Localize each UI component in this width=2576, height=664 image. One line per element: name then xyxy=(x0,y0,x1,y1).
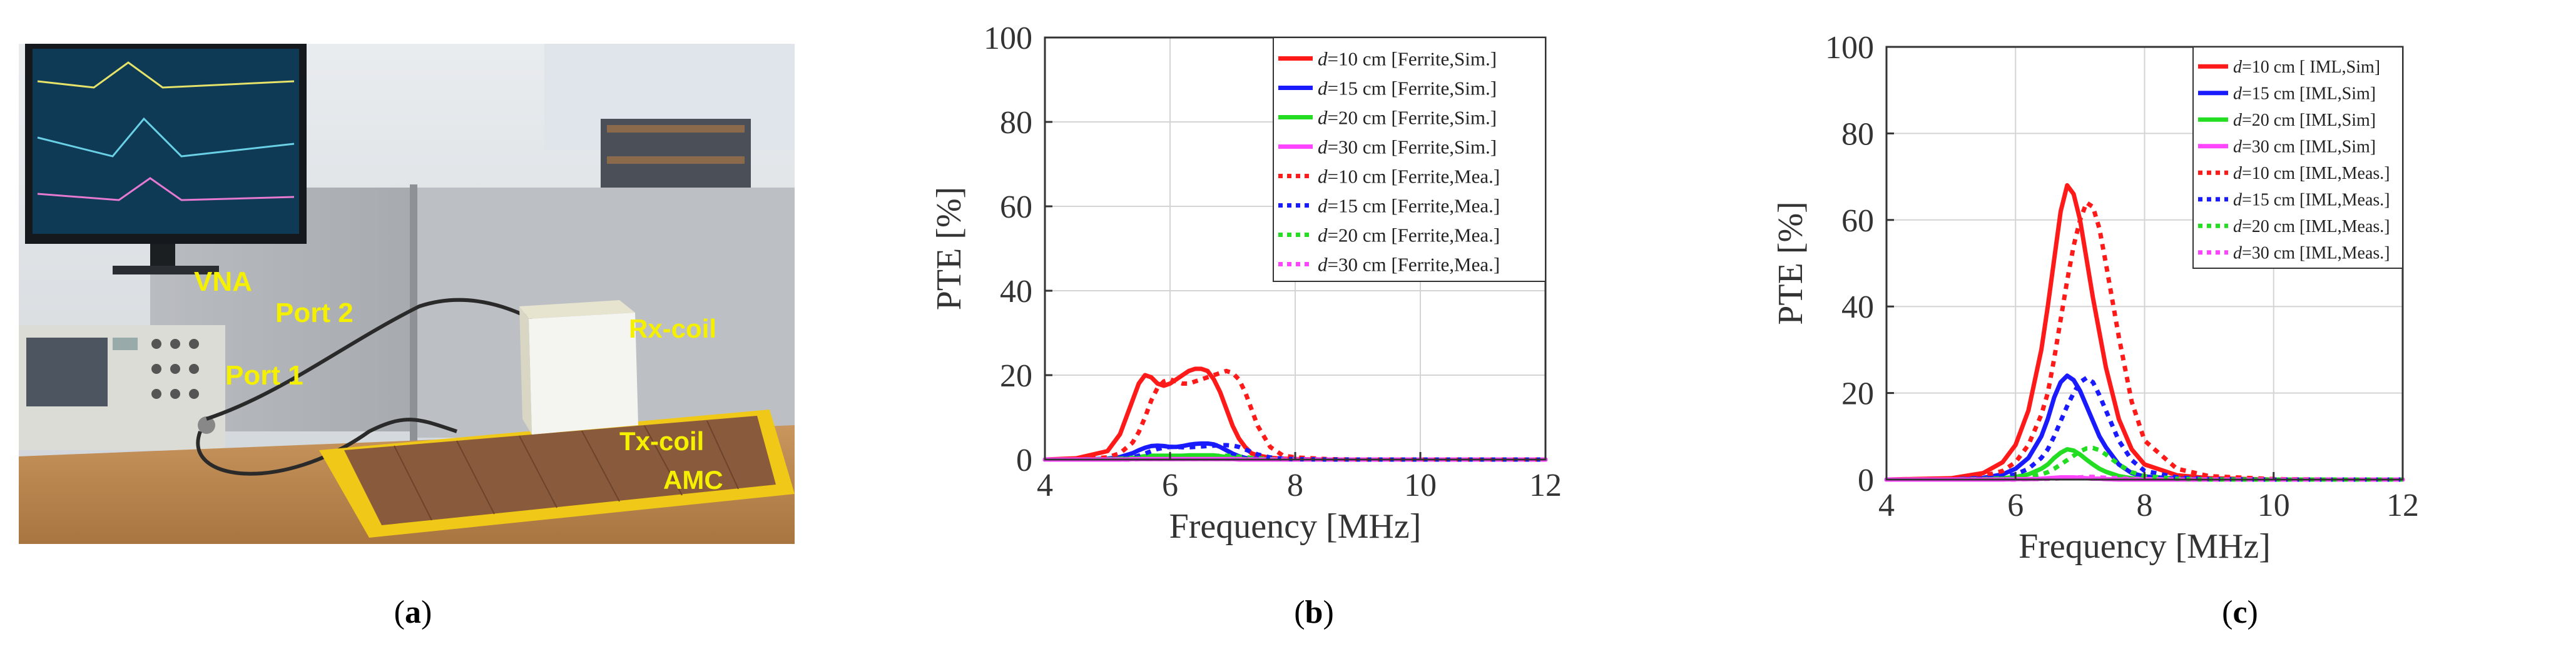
caption-a-letter: a xyxy=(405,595,421,630)
caption-c-letter: c xyxy=(2232,595,2248,630)
legend-entry-8: d=30 cm [IML,Meas.] xyxy=(2233,244,2390,263)
legend-entry-7: d=20 cm [IML,Meas.] xyxy=(2233,217,2390,236)
legend-entry-2: d=15 cm [IML,Sim] xyxy=(2233,84,2376,104)
x-axis-label: Frequency [MHz] xyxy=(1169,507,1422,546)
x-tick-label: 10 xyxy=(2258,488,2290,523)
caption-a: (a) xyxy=(394,595,432,630)
vna-display xyxy=(26,338,108,406)
chart-c: 4 6 8 10 12 0 20 40 60 80 100 Frequency [MHz] PTE [%… xyxy=(1771,30,2419,566)
x-tick-label: 8 xyxy=(1287,468,1303,503)
legend-box xyxy=(1273,37,1546,282)
y-tick-label: 60 xyxy=(1000,189,1032,225)
legend-entry-2: d=15 cm [Ferrite,Sim.] xyxy=(1318,77,1497,99)
legend-entry-3: d=20 cm [Ferrite,Sim.] xyxy=(1318,106,1497,128)
legend-entry-1: d=10 cm [Ferrite,Sim.] xyxy=(1318,48,1497,69)
legend-entry-8: d=30 cm [Ferrite,Mea.] xyxy=(1318,253,1500,275)
panel-c: 4 6 8 10 12 0 20 40 60 80 100 Frequency [MHz] PTE [%… xyxy=(1739,0,2576,588)
x-tick-label: 8 xyxy=(2137,488,2153,523)
label-port2: Port 2 xyxy=(275,298,354,328)
caption-b: (b) xyxy=(1294,595,1334,630)
cable-port2 xyxy=(206,298,533,421)
x-tick-label: 10 xyxy=(1404,468,1437,503)
measurement-setup-photo: VNA Port 2 Port 1 Rx-coil Tx-coil AMC xyxy=(19,44,795,544)
legend-entry-7: d=20 cm [Ferrite,Mea.] xyxy=(1318,224,1500,246)
y-tick-label: 40 xyxy=(1841,289,1874,325)
y-axis-label: PTE [%] xyxy=(930,187,969,311)
x-tick-label: 12 xyxy=(2386,488,2419,523)
x-tick-label: 6 xyxy=(1162,468,1178,503)
series-line-5 xyxy=(1886,200,2403,482)
y-tick-label: 100 xyxy=(984,21,1032,56)
y-tick-label: 80 xyxy=(1841,116,1874,152)
label-amc: AMC xyxy=(663,465,723,495)
label-port1: Port 1 xyxy=(225,360,303,391)
x-axis-label: Frequency [MHz] xyxy=(2019,527,2271,566)
x-tick-label: 4 xyxy=(1878,488,1895,523)
legend-entry-1: d=10 cm [ IML,Sim] xyxy=(2233,58,2380,77)
y-tick-label: 40 xyxy=(1000,274,1032,309)
panel-a: VNA Port 2 Port 1 Rx-coil Tx-coil AMC xyxy=(19,44,795,544)
label-vna: VNA xyxy=(194,266,252,297)
legend-entry-4: d=30 cm [IML,Sim] xyxy=(2233,138,2376,157)
x-tick-label: 12 xyxy=(1529,468,1562,503)
y-tick-label: 0 xyxy=(1858,463,1874,498)
series-line-7 xyxy=(1045,453,1545,462)
x-tick-label: 4 xyxy=(1037,468,1053,503)
caption-c: (c) xyxy=(2222,595,2258,630)
chart-b: 4 6 8 10 12 0 20 40 60 80 100 Frequency [MHz] PTE [%… xyxy=(930,21,1562,546)
series-line-5 xyxy=(1044,368,1545,462)
legend-entry-6: d=15 cm [IML,Meas.] xyxy=(2233,191,2390,210)
legend-entry-3: d=20 cm [IML,Sim] xyxy=(2233,111,2376,130)
x-tick-label: 6 xyxy=(2007,488,2024,523)
y-tick-label: 0 xyxy=(1016,443,1032,478)
y-tick-label: 60 xyxy=(1841,203,1874,239)
label-rx-coil: Rx-coil xyxy=(629,314,716,343)
caption-b-letter: b xyxy=(1305,595,1323,630)
legend-entry-6: d=15 cm [Ferrite,Mea.] xyxy=(1318,194,1500,216)
y-tick-label: 20 xyxy=(1000,358,1032,394)
legend-box xyxy=(2192,46,2403,269)
legend-entry-5: d=10 cm [Ferrite,Mea.] xyxy=(1318,165,1500,187)
rx-coil-block xyxy=(529,313,638,435)
legend-entry-4: d=30 cm [Ferrite,Sim.] xyxy=(1318,136,1497,158)
y-tick-label: 100 xyxy=(1825,30,1874,66)
y-tick-label: 20 xyxy=(1841,376,1874,412)
y-axis-label: PTE [%] xyxy=(1771,201,1810,325)
amc-surface xyxy=(344,416,776,525)
y-tick-label: 80 xyxy=(1000,105,1032,141)
label-tx-coil: Tx-coil xyxy=(619,426,704,456)
vna-port-connector xyxy=(198,416,215,434)
legend-entry-5: d=10 cm [IML,Meas.] xyxy=(2233,164,2390,183)
panel-b: 4 6 8 10 12 0 20 40 60 80 100 Frequency [MHz] PTE [%… xyxy=(920,0,1708,588)
